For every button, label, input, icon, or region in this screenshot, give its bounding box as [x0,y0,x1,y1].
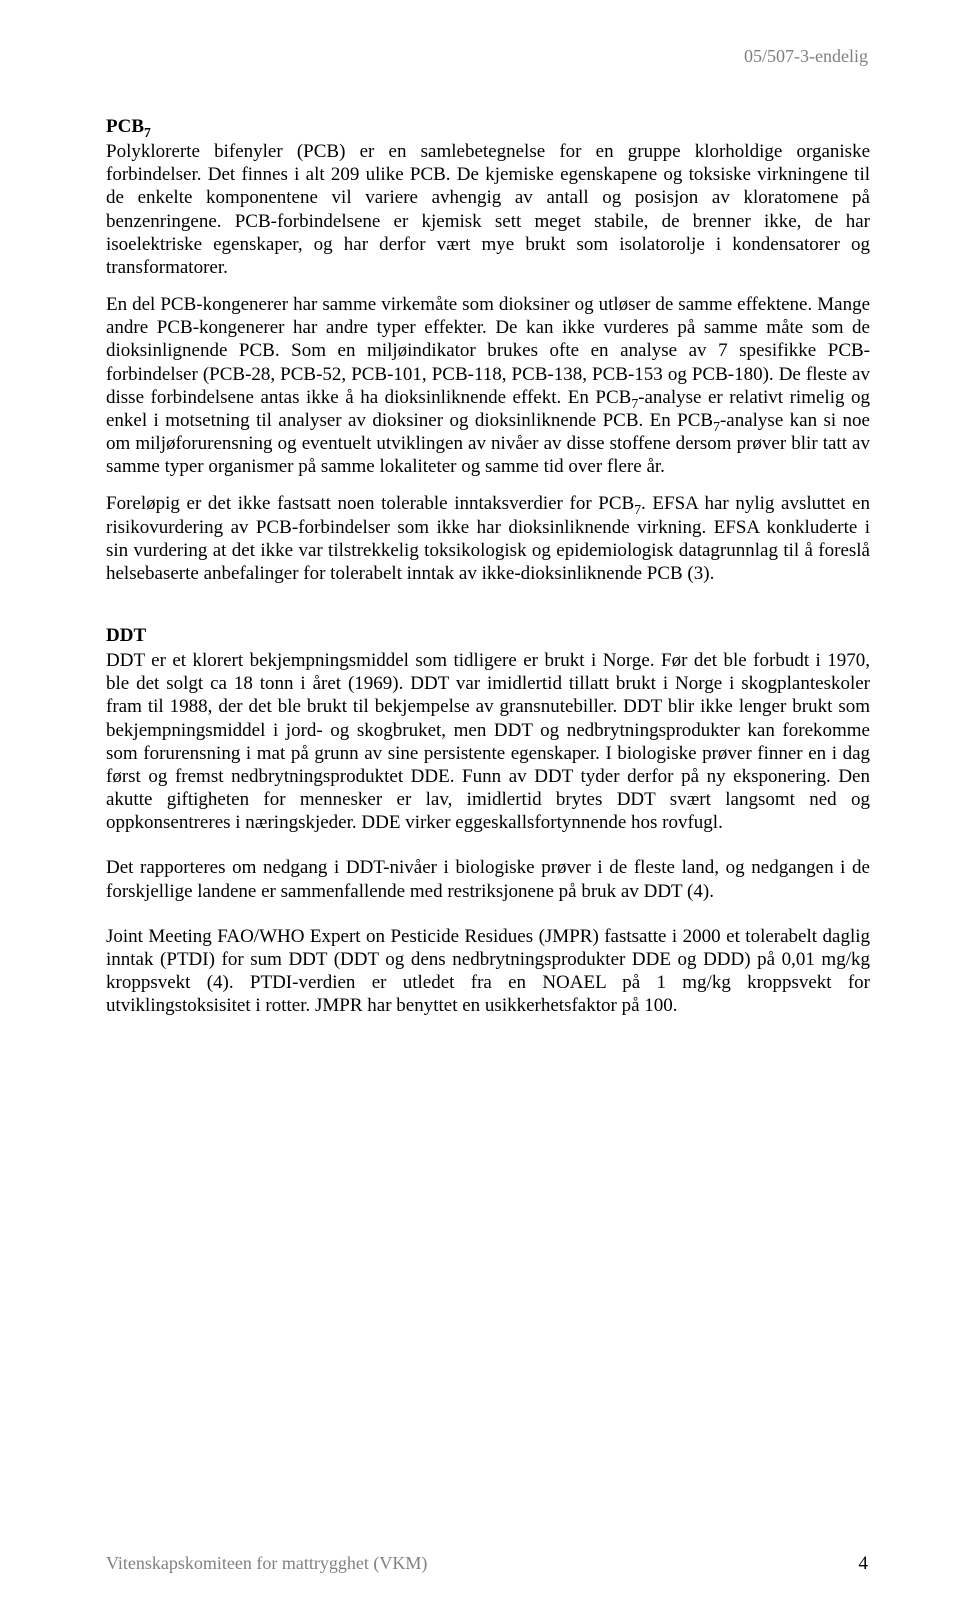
paragraph: Joint Meeting FAO/WHO Expert on Pesticid… [106,925,870,1018]
section-pcb7: PCB7 Polyklorerte bifenyler (PCB) er en … [106,116,870,585]
heading-ddt: DDT [106,625,870,647]
section-ddt: DDT DDT er et klorert bekjempningsmiddel… [106,625,870,1017]
heading-pcb7: PCB7 [106,116,870,138]
paragraph: Det rapporteres om nedgang i DDT-nivåer … [106,856,870,902]
document-page: 05/507-3-endelig PCB7 Polyklorerte bifen… [0,0,960,1617]
page-footer: Vitenskapskomiteen for mattrygghet (VKM)… [106,1553,868,1575]
paragraph: En del PCB-kongenerer har samme virkemåt… [106,293,870,478]
document-id: 05/507-3-endelig [744,46,868,67]
paragraph: DDT er et klorert bekjempningsmiddel som… [106,649,870,834]
page-number: 4 [859,1553,869,1575]
paragraph: Foreløpig er det ikke fastsatt noen tole… [106,492,870,585]
footer-org: Vitenskapskomiteen for mattrygghet (VKM) [106,1553,427,1574]
paragraph: Polyklorerte bifenyler (PCB) er en samle… [106,140,870,279]
